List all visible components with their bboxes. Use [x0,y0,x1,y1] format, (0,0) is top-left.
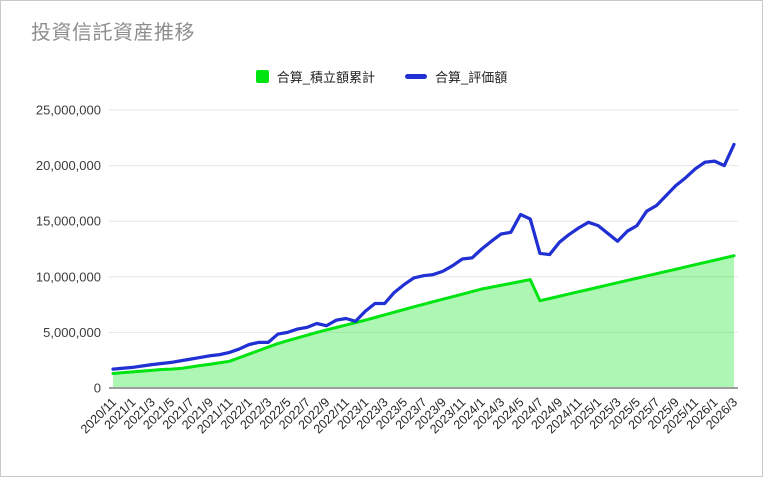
legend-area-swatch-icon [255,70,269,83]
series-cumulative-line [111,254,736,376]
legend-item-valuation: 合算_評価額 [405,67,507,86]
y-axis-tick-label: 20,000,000 [36,158,101,173]
y-axis-tick-label: 25,000,000 [36,103,101,118]
series-valuation-line [111,142,736,371]
legend-item-cumulative: 合算_積立額累計 [255,67,375,86]
chart-title: 投資信託資産推移 [31,22,195,44]
legend-label-valuation: 合算_評価額 [435,70,508,85]
legend-label-cumulative: 合算_積立額累計 [276,70,375,85]
legend-line-swatch-icon [405,74,427,79]
y-axis-tick-label: 10,000,000 [36,269,101,284]
chart-legend: 合算_積立額累計 合算_評価額 [1,67,762,86]
y-axis-tick-label: 0 [94,381,101,396]
y-axis-tick-label: 15,000,000 [36,214,101,229]
y-axis-tick-label: 5,000,000 [43,325,101,340]
series-cumulative-area-fill [113,255,734,388]
